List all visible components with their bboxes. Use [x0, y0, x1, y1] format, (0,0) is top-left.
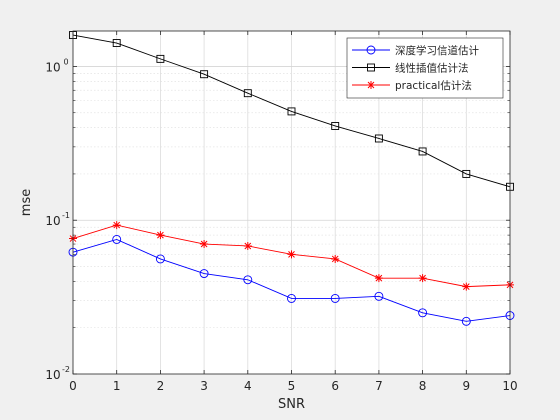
x-tick-label: 0 [69, 379, 77, 393]
data-point [156, 231, 165, 240]
legend-label: 线性插值估计法 [395, 62, 469, 75]
x-tick-label: 10 [502, 379, 517, 393]
series-2 [69, 221, 514, 291]
series-layer [68, 31, 515, 326]
x-tick-label: 7 [375, 379, 383, 393]
legend-label: 深度学习信道估计 [395, 44, 479, 57]
data-point [155, 254, 165, 264]
data-point [374, 134, 383, 143]
data-point [287, 250, 296, 259]
x-tick-label: 4 [244, 379, 252, 393]
data-point [462, 169, 471, 178]
grid [72, 31, 511, 374]
data-point [200, 240, 209, 249]
legend-entry: practical估计法 [352, 79, 472, 92]
data-point [330, 293, 340, 303]
y-tick-label: 10 [45, 214, 60, 228]
x-tick-label: 2 [157, 379, 165, 393]
data-point [287, 293, 296, 303]
x-tick-label: 6 [331, 379, 339, 393]
data-point [462, 282, 471, 291]
x-tick-label: 5 [288, 379, 296, 393]
data-point [287, 107, 296, 116]
data-point [112, 39, 121, 47]
y-tick-label: 10 [45, 368, 60, 382]
x-tick-label: 9 [462, 379, 470, 393]
x-axis-label: SNR [278, 397, 305, 412]
legend-entry: 线性插值估计法 [352, 62, 469, 75]
data-point [243, 89, 252, 98]
y-tick-label: 10 [45, 60, 60, 74]
data-point [367, 81, 375, 89]
series-line [72, 34, 511, 188]
legend-label: practical估计法 [395, 79, 472, 92]
data-point [200, 70, 209, 79]
data-point [112, 221, 121, 230]
legend-box [346, 37, 504, 99]
data-point [156, 54, 165, 63]
y-tick-label-exponent: -1 [62, 211, 70, 220]
x-tick-label: 8 [419, 379, 427, 393]
data-point [331, 122, 340, 130]
data-point [418, 147, 427, 156]
ticks [72, 31, 511, 375]
y-tick-label-exponent: -2 [62, 365, 70, 374]
series-line [72, 238, 511, 322]
data-point [243, 275, 253, 285]
data-point [367, 63, 375, 72]
data-point [374, 291, 384, 301]
data-point [331, 254, 340, 263]
y-axis-label: mse [19, 189, 34, 216]
data-point [199, 269, 209, 278]
data-point [418, 308, 428, 318]
data-point [374, 274, 383, 283]
data-point [366, 45, 376, 55]
data-point [461, 316, 471, 326]
data-point [418, 274, 427, 283]
y-tick-label-exponent: 0 [63, 57, 68, 66]
x-tick-label: 1 [113, 379, 121, 393]
data-point [243, 241, 252, 250]
data-point [112, 234, 122, 244]
x-tick-label: 3 [200, 379, 208, 393]
legend-entry: 深度学习信道估计 [352, 44, 479, 57]
